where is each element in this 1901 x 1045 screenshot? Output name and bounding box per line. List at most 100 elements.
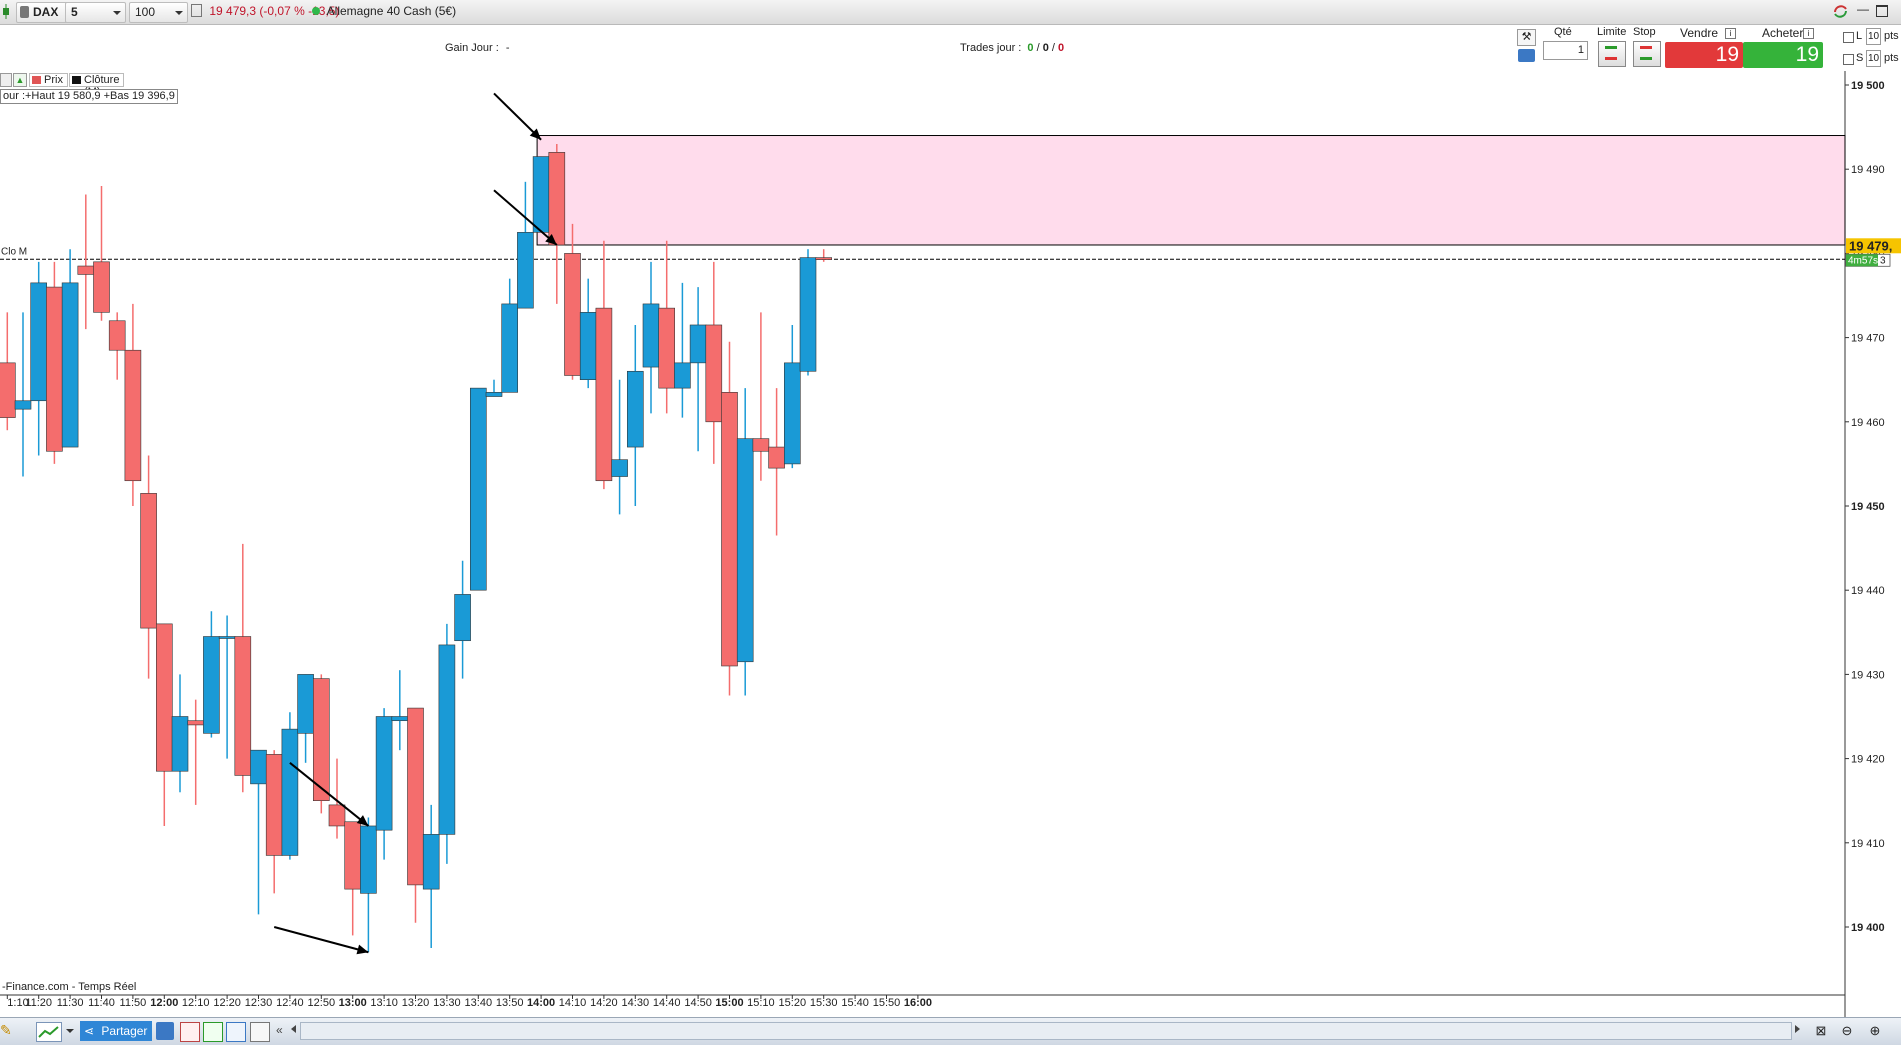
candle[interactable] (0, 362, 16, 418)
sell-button[interactable]: 19 478,6 (1665, 42, 1743, 92)
annotation-arrow[interactable] (289, 762, 370, 827)
candle[interactable] (250, 749, 267, 785)
candle[interactable] (407, 707, 424, 886)
zoom-out-icon[interactable]: ⊖ (1841, 1023, 1853, 1038)
wrench-icon[interactable]: ⚒ (1517, 29, 1536, 46)
maximize-button[interactable] (1876, 5, 1888, 17)
legend-prix[interactable]: Prix (29, 73, 68, 87)
annotation-arrow[interactable] (493, 92, 542, 141)
candle[interactable] (438, 644, 456, 835)
collapse-icon[interactable]: « (276, 1023, 283, 1037)
candle[interactable] (611, 459, 628, 477)
buy-button[interactable]: 19 480,0 (1743, 42, 1823, 92)
x-tick-label: 12:10 (182, 997, 210, 1009)
candle[interactable] (705, 324, 723, 423)
x-tick-label: 14:00 (527, 997, 555, 1009)
candle[interactable] (689, 324, 707, 364)
candle[interactable] (234, 636, 252, 776)
l-points-input[interactable]: 10 (1866, 28, 1881, 45)
candle[interactable] (360, 825, 377, 894)
minimize-button[interactable]: — (1857, 2, 1869, 16)
candle[interactable] (736, 438, 754, 663)
chart-style-dropdown[interactable] (66, 1029, 74, 1033)
candle[interactable] (721, 392, 738, 667)
candle[interactable] (297, 674, 314, 734)
candle[interactable] (532, 156, 550, 233)
candle[interactable] (752, 438, 770, 452)
candle[interactable] (328, 804, 346, 827)
l-checkbox[interactable] (1843, 32, 1854, 43)
limit-button[interactable] (1598, 41, 1626, 67)
tools-icon[interactable] (250, 1022, 270, 1042)
candle[interactable] (391, 716, 409, 722)
indicators-icon[interactable] (226, 1022, 246, 1042)
candle[interactable] (548, 152, 566, 246)
s-checkbox[interactable] (1843, 54, 1854, 65)
candle[interactable] (564, 253, 581, 376)
candle[interactable] (93, 261, 110, 313)
candle[interactable] (46, 286, 63, 452)
candle[interactable] (454, 594, 471, 642)
chat-icon[interactable] (156, 1022, 174, 1040)
qty-input[interactable]: 1 (1543, 41, 1588, 60)
candle[interactable] (768, 446, 785, 469)
s-points-input[interactable]: 10 (1866, 50, 1881, 67)
timeframe-selector[interactable]: 5 minutes (65, 2, 126, 38)
annotation-arrow[interactable] (493, 189, 558, 246)
legend-cloture[interactable]: Clôture (M) (69, 73, 125, 98)
candle[interactable] (203, 636, 220, 734)
keyboard-icon[interactable] (1518, 49, 1535, 62)
candle[interactable] (30, 282, 48, 402)
candle[interactable] (469, 387, 487, 591)
candle[interactable] (422, 834, 440, 890)
candle[interactable] (156, 623, 173, 772)
candle[interactable] (674, 362, 691, 389)
candle[interactable] (265, 754, 283, 856)
horizontal-scrollbar[interactable] (300, 1022, 1792, 1040)
candle[interactable] (14, 400, 32, 410)
candle[interactable] (77, 265, 95, 275)
scroll-right-icon[interactable] (1795, 1025, 1800, 1033)
candle[interactable] (517, 232, 534, 309)
candle[interactable] (658, 307, 676, 389)
candle[interactable] (218, 636, 236, 639)
sync-icon[interactable] (1832, 3, 1849, 20)
units-selector[interactable]: 100 unités (129, 2, 188, 38)
candle[interactable] (124, 349, 142, 482)
candle[interactable] (799, 257, 817, 372)
pencil-icon[interactable]: ✎ (0, 1022, 12, 1038)
stop-button[interactable] (1633, 41, 1661, 67)
list-icon[interactable] (180, 1022, 200, 1042)
share-button[interactable]: ⋖ Partager (80, 1021, 152, 1041)
legend-up-icon[interactable]: ▲ (13, 73, 27, 87)
candle[interactable] (312, 678, 330, 801)
fit-icon[interactable]: ⊠ (1815, 1023, 1827, 1038)
zoom-in-icon[interactable]: ⊕ (1869, 1023, 1881, 1038)
candle[interactable] (140, 493, 157, 629)
candle[interactable] (375, 716, 393, 831)
candle[interactable] (344, 821, 362, 890)
scroll-left-icon[interactable] (291, 1025, 296, 1033)
candle[interactable] (171, 716, 189, 772)
candle[interactable] (595, 307, 613, 482)
candle[interactable] (579, 312, 597, 380)
chart-type-icon[interactable] (2, 4, 10, 19)
candle[interactable] (187, 720, 204, 726)
candle[interactable] (815, 257, 833, 260)
candle[interactable] (642, 303, 660, 368)
candle[interactable] (501, 303, 519, 393)
chart-style-icon[interactable] (36, 1022, 62, 1042)
candle[interactable] (485, 392, 503, 397)
annotation-arrow[interactable] (273, 926, 369, 954)
candle[interactable] (281, 728, 299, 856)
candle[interactable] (626, 370, 644, 448)
candle[interactable] (783, 362, 801, 465)
candle[interactable] (108, 320, 126, 351)
resistance-zone[interactable] (536, 135, 1846, 246)
table-icon[interactable] (203, 1022, 223, 1042)
sell-info-icon[interactable]: i (1725, 28, 1736, 39)
legend-toggle-icon[interactable] (0, 73, 12, 87)
buy-info-icon[interactable]: i (1803, 28, 1814, 39)
candle[interactable] (61, 282, 79, 448)
